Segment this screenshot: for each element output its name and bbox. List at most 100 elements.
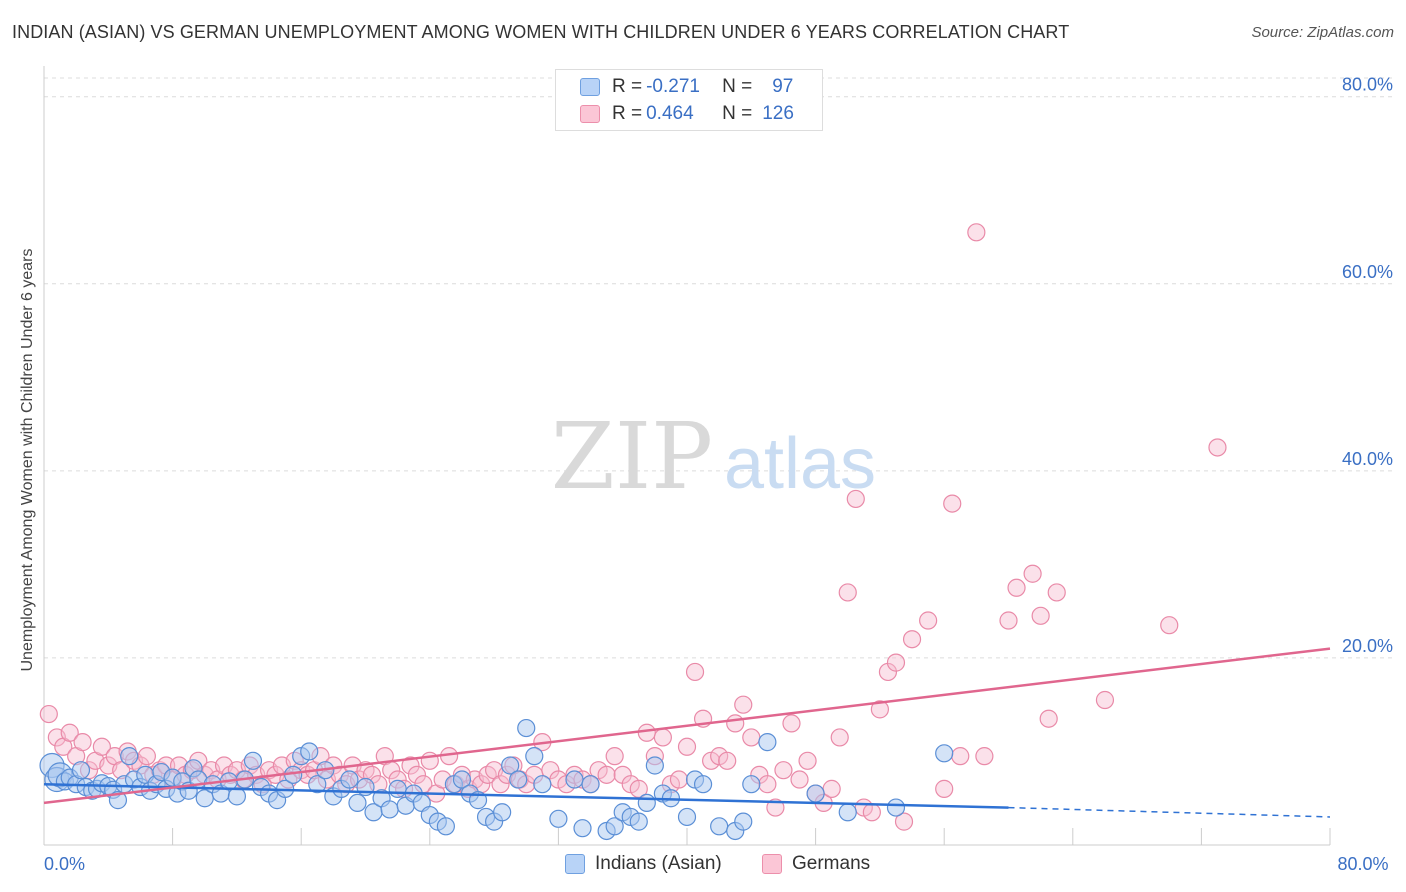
indian-point (348, 793, 367, 813)
watermark-zip: ZIP (551, 403, 713, 510)
indian-point (308, 775, 327, 794)
german-point (943, 494, 962, 513)
german-point (798, 751, 817, 770)
german-point (1047, 583, 1066, 602)
german-point (718, 751, 737, 770)
german-point (902, 630, 922, 649)
indian-trend-line (43, 782, 1009, 809)
gridlines (44, 77, 1392, 659)
german-point (60, 723, 79, 742)
legend-swatch-indians (580, 78, 600, 96)
source-label: Source: ZipAtlas.com (1251, 24, 1394, 41)
legend-row-germans: R = 0.464 N = 126 (580, 101, 794, 127)
indian-trend-extension (1008, 806, 1331, 818)
indian-point (565, 770, 584, 789)
y-tick-label: 20.0% (1342, 636, 1393, 656)
indian-point (886, 798, 906, 817)
german-point (137, 747, 156, 766)
indian-point (605, 817, 624, 836)
indian-point (533, 775, 552, 794)
watermark-atlas: atlas (724, 424, 876, 504)
legend-r-label: R = (612, 76, 643, 97)
german-point (822, 779, 841, 798)
german-point (790, 770, 809, 789)
german-point (935, 779, 954, 798)
indian-point (243, 751, 263, 770)
bottom-legend-label-germans: Germans (792, 853, 871, 874)
indian-point (693, 775, 713, 794)
german-point (1031, 606, 1050, 625)
indian-point (645, 756, 664, 775)
correlation-legend: R = -0.271 N = 97 R = 0.464 N = 126 (555, 69, 823, 131)
german-point (830, 728, 849, 747)
german-point (605, 747, 624, 766)
german-point (766, 798, 785, 817)
bottom-legend-swatch-germans (762, 854, 782, 874)
indian-point (340, 770, 359, 789)
german-point (846, 489, 865, 509)
legend-r-value: -0.271 (646, 76, 700, 97)
indian-point (493, 803, 512, 822)
indian-point (501, 756, 520, 775)
indian-point (806, 784, 825, 803)
german-point (401, 756, 420, 775)
data-points (39, 223, 1227, 841)
chart-title: INDIAN (ASIAN) VS GERMAN UNEMPLOYMENT AM… (12, 22, 1070, 42)
legend-row-indians: R = -0.271 N = 97 (580, 74, 793, 100)
legend-n-label: N = (722, 103, 753, 124)
legend-n-value: 97 (772, 76, 794, 97)
german-point (726, 714, 745, 733)
german-point (685, 662, 705, 682)
bottom-legend-indians: Indians (Asian) (565, 851, 722, 877)
german-point (1007, 578, 1026, 597)
axes (43, 66, 1331, 846)
x-tick-label: 0.0% (44, 854, 85, 874)
indian-point (525, 747, 544, 766)
legend-n-value: 126 (762, 103, 794, 124)
german-point (39, 704, 58, 724)
german-point (491, 775, 510, 794)
german-point (92, 737, 111, 756)
indian-point (710, 817, 729, 836)
german-point (870, 700, 890, 719)
indian-point (509, 770, 528, 789)
indian-point (300, 742, 319, 761)
legend-r-label: R = (612, 103, 643, 124)
indian-point (573, 819, 592, 838)
german-point (774, 761, 793, 780)
bottom-legend-swatch-indians (565, 854, 585, 874)
bottom-legend-germans: Germans (762, 851, 870, 877)
y-tick-label: 80.0% (1342, 75, 1393, 95)
german-point (967, 223, 986, 242)
german-point (782, 714, 801, 733)
indian-point (677, 807, 697, 827)
indian-point (629, 812, 648, 831)
german-point (975, 747, 994, 766)
german-point (677, 737, 697, 756)
indian-point (388, 779, 407, 798)
bottom-legend-label-indians: Indians (Asian) (595, 853, 722, 874)
indian-point (71, 761, 91, 780)
german-point (734, 695, 753, 714)
german-point (1095, 690, 1115, 710)
indian-point (742, 775, 761, 794)
indian-point (935, 744, 954, 763)
x-tick-label: 80.0% (1337, 854, 1388, 874)
indian-point (452, 770, 472, 789)
trend-lines (43, 647, 1331, 818)
german-point (653, 728, 672, 747)
german-point (1039, 709, 1058, 728)
indian-point (380, 800, 399, 819)
indian-point (581, 775, 600, 794)
indian-point (838, 803, 857, 822)
legend-r-value: 0.464 (646, 103, 694, 124)
german-trend-line (43, 647, 1331, 805)
indian-point (637, 793, 656, 813)
indian-point (758, 733, 777, 752)
tick-labels: 20.0% 40.0% 60.0% 80.0% 0.0% 80.0% (44, 75, 1393, 874)
y-tick-label: 60.0% (1342, 262, 1393, 282)
german-point (758, 775, 777, 794)
indian-point (120, 747, 139, 766)
german-point (669, 770, 689, 789)
